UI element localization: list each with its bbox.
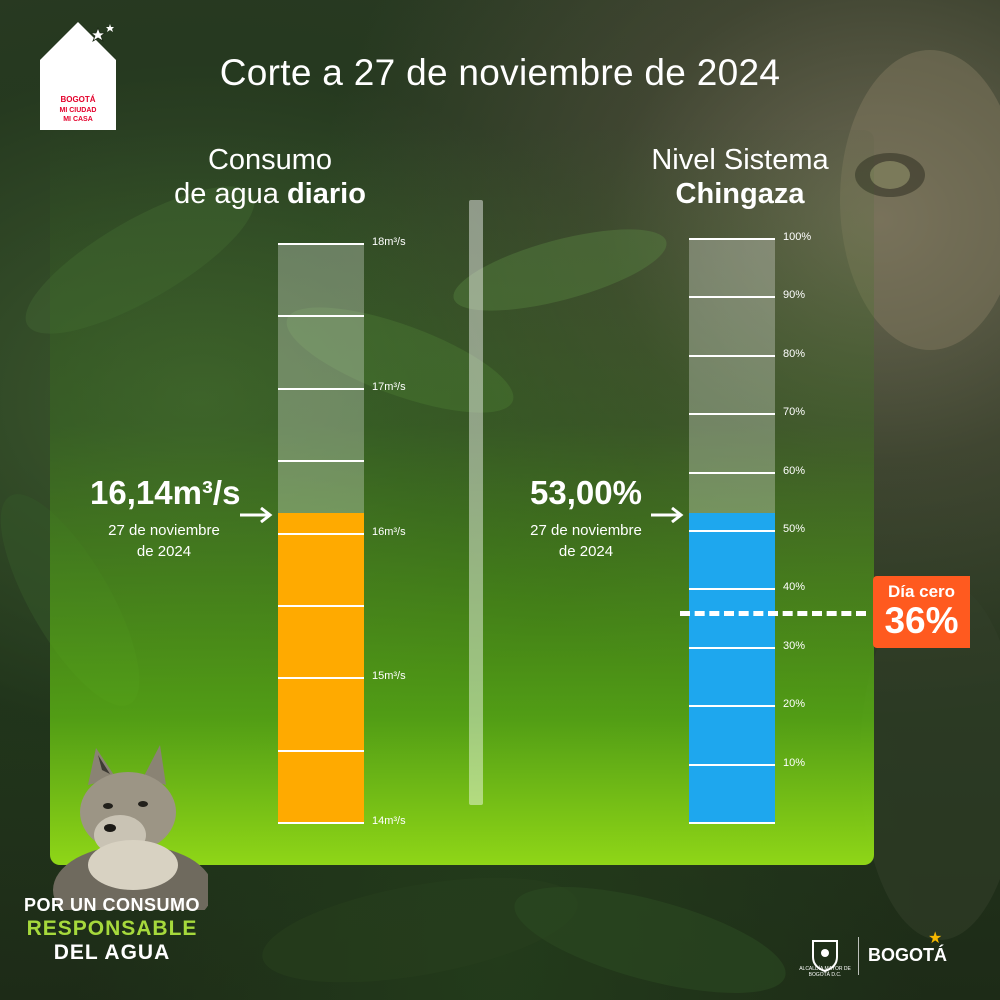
dia-cero-badge: Día cero 36% [873,576,970,648]
chingaza-gauge-fill [689,513,775,823]
svg-text:MI CIUDAD: MI CIUDAD [60,107,97,114]
chingaza-tick-label: 50% [783,523,806,535]
consumo-arrow-icon [240,507,273,523]
chingaza-tick-label: 10% [783,756,806,769]
chingaza-gauge-empty [689,239,775,514]
consumo-gauge-empty [278,244,364,514]
consumo-tick-label: 15m³/s [372,670,406,683]
star-icon: ★ [928,930,943,947]
chingaza-gridline [689,471,775,474]
consumo-gridline [278,677,364,680]
bogota-brand-logo: BOGOTÁ [868,945,947,965]
consumo-gridline [278,532,364,535]
consumo-gauge-fill [278,513,364,823]
consumo-gridline [278,243,364,245]
dia-cero-value: 36% [884,600,959,641]
chingaza-title-line1: Nivel Sistema [651,144,829,176]
slogan-line3: DEL AGUA [53,941,171,964]
chingaza-tick-label: 90% [783,289,806,302]
chingaza-gridline [689,238,775,240]
consumo-gridline [278,387,364,390]
chingaza-tick-label: 100% [783,231,812,243]
slogan-line2: RESPONSABLE [26,917,198,940]
svg-text:MI CASA: MI CASA [63,116,93,123]
consumo-gridline [278,315,364,318]
chingaza-gridline [689,822,775,824]
chingaza-gridline [689,296,775,299]
consumo-tick-label: 16m³/s [372,525,406,538]
consumo-tick-label: 17m³/s [372,380,406,393]
chingaza-gridline [689,705,775,708]
chingaza-gridline [689,354,775,357]
consumo-title-line2: de agua diario [174,178,366,210]
dia-cero-label: Día cero [887,582,956,601]
consumo-tick-label: 18m³/s [372,236,406,248]
slogan: POR UN CONSUMO RESPONSABLE DEL AGUA [12,893,212,965]
bogota-mi-ciudad-logo: BOGOTÁ MI CIUDAD MI CASA [40,22,116,130]
consumo-date: 27 de noviembre de 2024 [108,522,220,560]
chingaza-tick-label: 40% [783,581,806,594]
chingaza-tick-label: 70% [783,406,806,419]
chingaza-tick-label: 20% [783,698,806,711]
chingaza-gridline [689,530,775,532]
andean-fox-illustration [53,745,208,910]
svg-text:BOGOTÁ: BOGOTÁ [60,95,95,104]
chingaza-title-line2: Chingaza [675,178,805,210]
chingaza-value: 53,00% [530,474,642,511]
chingaza-tick-label: 80% [783,347,806,360]
chingaza-gridline [689,588,775,591]
chingaza-date: 27 de noviembre de 2024 [530,522,642,560]
consumo-gauge [278,243,364,824]
slogan-line1: POR UN CONSUMO [23,895,200,915]
consumo-tick-label: 14m³/s [372,815,406,827]
chingaza-tick-label: 30% [783,639,806,652]
consumo-title: Consumo de agua diario [140,143,400,211]
chingaza-gridline [689,413,775,416]
column-divider [469,200,483,805]
chingaza-gridline [689,646,775,649]
alcaldia-crest-icon [812,940,838,973]
consumo-gridline [278,604,364,607]
page-title: Corte a 27 de noviembre de 2024 [219,52,781,93]
chingaza-tick-label: 60% [783,464,806,477]
consumo-value: 16,14m³/s [90,474,241,511]
chingaza-arrow-icon [651,507,684,523]
footer-separator [858,937,859,975]
dia-cero-threshold-line [680,610,866,616]
consumo-gridline [278,822,364,824]
chingaza-title: Nivel Sistema Chingaza [600,143,880,211]
chingaza-gauge [689,238,775,824]
chingaza-gridline [689,763,775,766]
consumo-gridline [278,460,364,463]
consumo-gridline [278,749,364,752]
consumo-title-line1: Consumo [207,144,333,176]
alcaldia-text: ALCALDÍA MAYOR DE BOGOTÁ D.C. [799,966,851,978]
